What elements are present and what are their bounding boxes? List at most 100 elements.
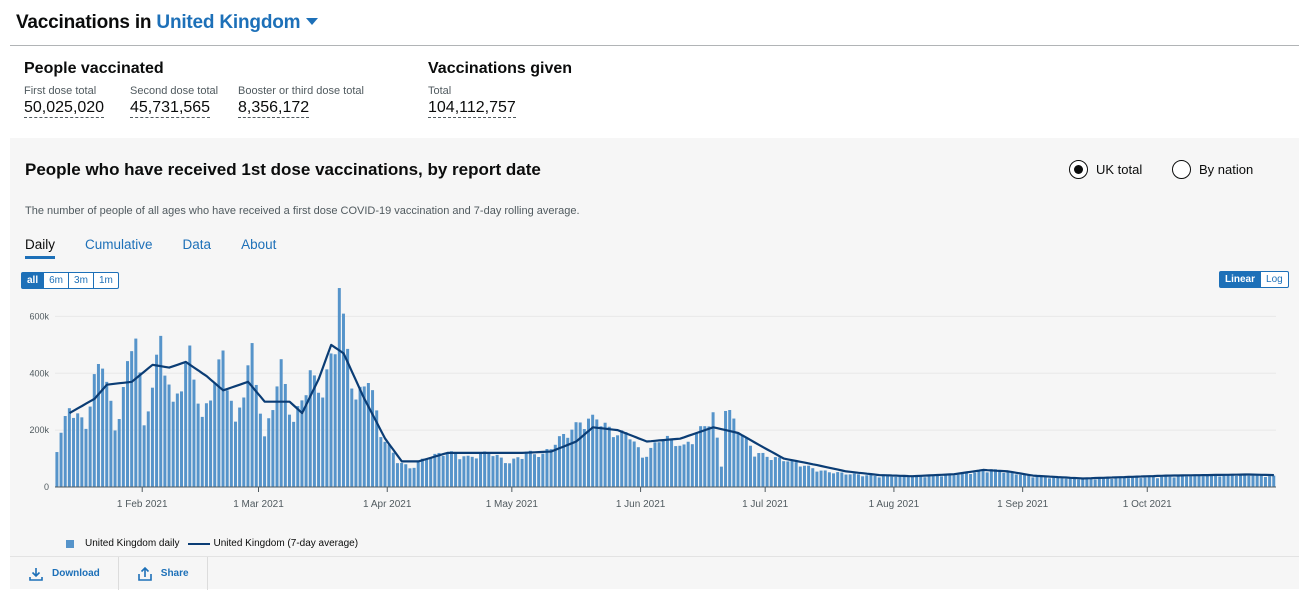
caret-down-icon[interactable] — [306, 18, 319, 25]
daily-bar — [611, 437, 615, 487]
tab-data[interactable]: Data — [182, 237, 212, 252]
daily-bar — [445, 453, 449, 487]
daily-bar — [1002, 472, 1006, 487]
daily-bar — [466, 455, 470, 487]
radio-label[interactable]: By nation — [1199, 162, 1254, 177]
daily-bar — [474, 458, 478, 487]
radio-uk-total[interactable]: UK total — [1069, 160, 1142, 179]
daily-bar — [184, 363, 188, 487]
daily-bar — [229, 400, 233, 487]
radio-circle[interactable] — [1069, 160, 1088, 179]
daily-bar — [782, 461, 786, 487]
daily-bar — [512, 458, 516, 487]
daily-bar — [881, 475, 885, 487]
range-button-1m[interactable]: 1m — [98, 275, 113, 286]
area-selector[interactable]: United Kingdom — [156, 12, 319, 33]
daily-bar — [487, 453, 491, 487]
card-footer: Download Share — [10, 556, 1299, 590]
tab-cumulative[interactable]: Cumulative — [85, 237, 153, 252]
daily-bar — [267, 418, 271, 487]
daily-bar — [1089, 478, 1093, 487]
daily-bar — [661, 439, 665, 487]
metric-value[interactable]: 104,112,757 — [428, 99, 516, 118]
scale-button-log[interactable]: Log — [1266, 274, 1283, 285]
daily-bar — [379, 437, 383, 487]
daily-bar — [1027, 475, 1031, 487]
daily-bar — [163, 375, 167, 487]
range-button-3m[interactable]: 3m — [69, 273, 94, 288]
daily-bar — [582, 429, 586, 487]
download-button[interactable]: Download — [10, 557, 119, 590]
daily-bar — [765, 456, 769, 487]
radio-circle[interactable] — [1172, 160, 1191, 179]
daily-bar — [55, 452, 59, 487]
daily-bar — [773, 457, 777, 487]
daily-bar — [1209, 474, 1213, 487]
daily-bar — [981, 470, 985, 487]
daily-bar — [994, 469, 997, 487]
daily-bar — [977, 470, 981, 487]
daily-bar — [76, 413, 80, 487]
x-tick-label: 1 May 2021 — [486, 499, 539, 510]
daily-bar — [877, 477, 881, 487]
share-label[interactable]: Share — [160, 568, 189, 579]
metric-value[interactable]: 8,356,172 — [238, 99, 310, 118]
average-line — [68, 343, 1274, 480]
daily-bar — [258, 413, 262, 487]
daily-bar — [678, 445, 682, 487]
tab-about[interactable]: About — [241, 237, 277, 252]
daily-bar — [196, 403, 200, 487]
daily-bar — [246, 365, 250, 487]
daily-bar — [109, 400, 113, 487]
legend-bar-label: United Kingdom daily — [85, 538, 180, 549]
daily-bar — [1272, 475, 1276, 487]
daily-bar — [557, 436, 561, 487]
daily-bar — [1247, 475, 1251, 487]
daily-bar — [744, 437, 748, 487]
metric-value[interactable]: 50,025,020 — [24, 99, 105, 118]
daily-bar — [1052, 477, 1056, 487]
radio-by-nation[interactable]: By nation — [1172, 160, 1253, 179]
area-name[interactable]: United Kingdom — [156, 12, 301, 33]
daily-bar — [865, 475, 869, 487]
daily-bar — [391, 452, 395, 487]
share-button[interactable]: Share — [119, 557, 208, 590]
daily-bar — [591, 414, 595, 487]
daily-bar — [263, 436, 267, 487]
daily-bar — [375, 410, 379, 487]
range-button-all[interactable]: all — [22, 273, 45, 288]
daily-bar — [88, 406, 92, 487]
daily-bar — [844, 474, 848, 487]
daily-bar — [886, 475, 890, 487]
daily-bar — [807, 465, 811, 487]
daily-bar — [441, 455, 445, 487]
daily-bar — [562, 433, 566, 487]
daily-bar — [1018, 474, 1022, 487]
scale-button-linear[interactable]: Linear — [1220, 272, 1262, 287]
metric-value[interactable]: 45,731,565 — [130, 99, 211, 118]
daily-bar — [649, 447, 653, 487]
daily-bar — [748, 445, 752, 487]
daily-bar — [63, 416, 67, 487]
daily-bar — [1039, 476, 1043, 487]
daily-bar — [973, 472, 977, 487]
daily-bar — [890, 476, 894, 487]
daily-bar — [620, 430, 624, 487]
range-button-6m[interactable]: 6m — [44, 273, 70, 288]
daily-bar — [508, 463, 512, 487]
daily-bar — [528, 450, 532, 487]
download-label[interactable]: Download — [52, 568, 100, 579]
daily-bar — [541, 453, 545, 487]
daily-bar — [433, 453, 437, 487]
daily-bar — [645, 456, 649, 487]
daily-bar — [819, 470, 823, 487]
daily-bar — [910, 476, 914, 487]
daily-bar — [545, 449, 549, 487]
tab-daily[interactable]: Daily — [25, 237, 56, 259]
daily-bar — [425, 458, 429, 487]
daily-bar — [180, 391, 183, 487]
time-range-buttons: all 6m 3m 1m — [21, 272, 119, 289]
daily-bar — [346, 348, 350, 487]
radio-label[interactable]: UK total — [1096, 162, 1143, 177]
daily-bar — [117, 419, 121, 487]
